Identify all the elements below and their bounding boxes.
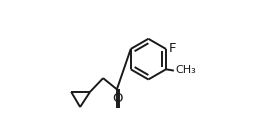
Text: CH₃: CH₃: [175, 65, 196, 75]
Text: F: F: [169, 42, 176, 55]
Text: O: O: [112, 92, 123, 105]
